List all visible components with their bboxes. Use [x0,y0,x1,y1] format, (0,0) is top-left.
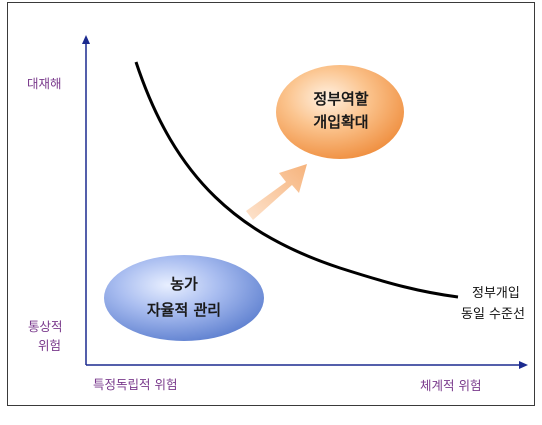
axes [82,35,528,369]
government-oval [276,65,404,159]
curve-label-line2: 동일 수준선 [461,307,525,322]
government-label-line1: 정부역할 [313,90,368,108]
x-axis-right-label: 체계적 위험 [420,378,481,393]
y-axis-top-label: 대재해 [27,76,62,91]
x-axis-arrowhead [519,361,528,369]
x-axis-left-label: 특정독립적 위험 [93,377,177,392]
government-role-node: 정부역할 개입확대 [276,65,404,159]
y-axis-bottom-label-line2: 위험 [38,338,61,353]
government-label-line2: 개입확대 [313,113,368,131]
farm-oval [104,255,264,341]
arrow-shape [246,164,307,220]
escalation-arrow [246,164,307,220]
y-axis-bottom-label-line1: 통상적 [28,319,63,334]
curve-label-line1: 정부개입 [472,286,520,301]
government-intervention-curve [134,61,459,299]
diagram-frame [7,2,535,406]
farm-label-line2: 자율적 관리 [147,301,221,319]
farm-self-management-node: 농가 자율적 관리 [104,255,264,341]
y-axis-arrowhead [82,35,90,44]
farm-label-line1: 농가 [170,275,198,293]
